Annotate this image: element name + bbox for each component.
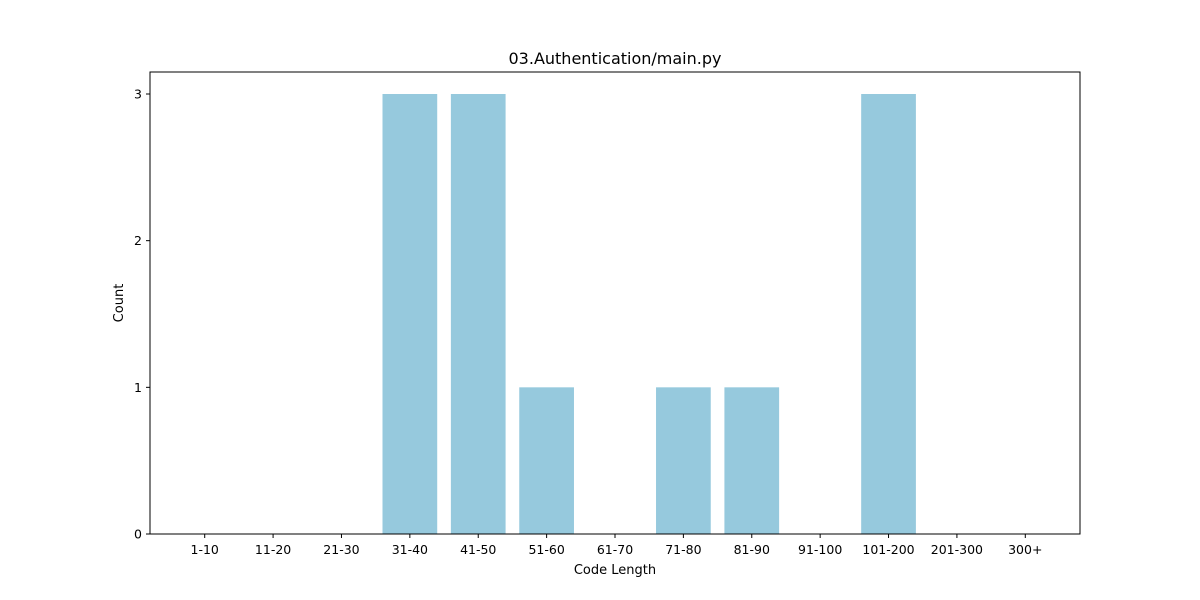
x-tick-label: 71-80 [665, 542, 701, 557]
y-tick-label: 1 [134, 380, 142, 395]
x-axis-ticks: 1-10 11-20 21-30 31-40 41-50 51-60 61-70 71-80 8… [191, 534, 1042, 557]
x-tick-label: 41-50 [460, 542, 496, 557]
y-axis-label: Count [112, 284, 127, 323]
y-tick-label: 2 [134, 233, 142, 248]
bar-41-50 [450, 94, 506, 534]
x-tick-label: 61-70 [597, 542, 633, 557]
x-tick-label: 51-60 [528, 542, 564, 557]
y-tick-label: 3 [134, 87, 142, 102]
x-tick-label: 101-200 [862, 542, 914, 557]
bars-group [382, 94, 916, 534]
y-axis-ticks: 0 1 2 3 [134, 87, 150, 542]
x-tick-label: 1-10 [191, 542, 219, 557]
x-tick-label: 11-20 [255, 542, 291, 557]
x-tick-label: 201-300 [931, 542, 983, 557]
x-axis-label: Code Length [574, 563, 656, 578]
chart-title: 03.Authentication/main.py [509, 49, 722, 68]
x-tick-label: 91-100 [798, 542, 842, 557]
x-tick-label: 31-40 [392, 542, 428, 557]
x-tick-label: 81-90 [734, 542, 770, 557]
y-tick-label: 0 [134, 527, 142, 542]
bar-101-200 [861, 94, 916, 534]
x-tick-label: 21-30 [323, 542, 359, 557]
x-tick-label: 300+ [1008, 542, 1042, 557]
bar-31-40 [382, 94, 438, 534]
bar-71-80 [656, 387, 711, 534]
bar-81-90 [724, 387, 780, 534]
bar-51-60 [519, 387, 574, 534]
